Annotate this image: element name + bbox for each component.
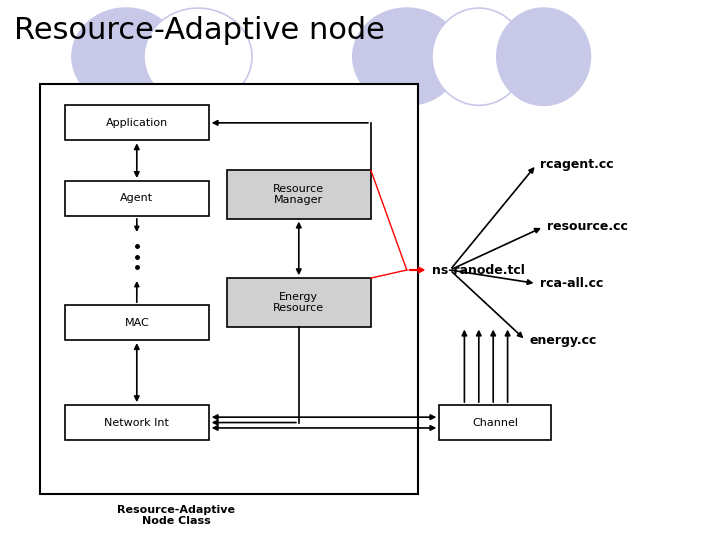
- Text: rca-all.cc: rca-all.cc: [540, 277, 603, 290]
- Text: MAC: MAC: [125, 318, 149, 328]
- Text: rcagent.cc: rcagent.cc: [540, 158, 613, 171]
- Bar: [65, 305, 209, 340]
- Text: ns-ranode.tcl: ns-ranode.tcl: [432, 264, 525, 276]
- Text: Network Int: Network Int: [104, 417, 169, 428]
- Bar: [65, 181, 209, 216]
- Text: Resource
Manager: Resource Manager: [273, 184, 325, 205]
- Text: resource.cc: resource.cc: [547, 220, 628, 233]
- Text: Energy
Resource: Energy Resource: [273, 292, 325, 313]
- Ellipse shape: [432, 8, 526, 105]
- Text: Agent: Agent: [120, 193, 153, 204]
- Bar: [65, 105, 209, 140]
- Bar: [227, 170, 371, 219]
- Text: Resource-Adaptive
Node Class: Resource-Adaptive Node Class: [117, 505, 235, 526]
- Ellipse shape: [144, 8, 252, 105]
- Bar: [439, 405, 551, 440]
- Text: Application: Application: [106, 118, 168, 128]
- Ellipse shape: [497, 8, 590, 105]
- Bar: [227, 278, 371, 327]
- Bar: [65, 405, 209, 440]
- Text: energy.cc: energy.cc: [529, 334, 597, 347]
- Ellipse shape: [353, 8, 461, 105]
- Text: Resource-Adaptive node: Resource-Adaptive node: [14, 16, 385, 45]
- Bar: [40, 84, 418, 494]
- Ellipse shape: [72, 8, 180, 105]
- Text: Channel: Channel: [472, 417, 518, 428]
